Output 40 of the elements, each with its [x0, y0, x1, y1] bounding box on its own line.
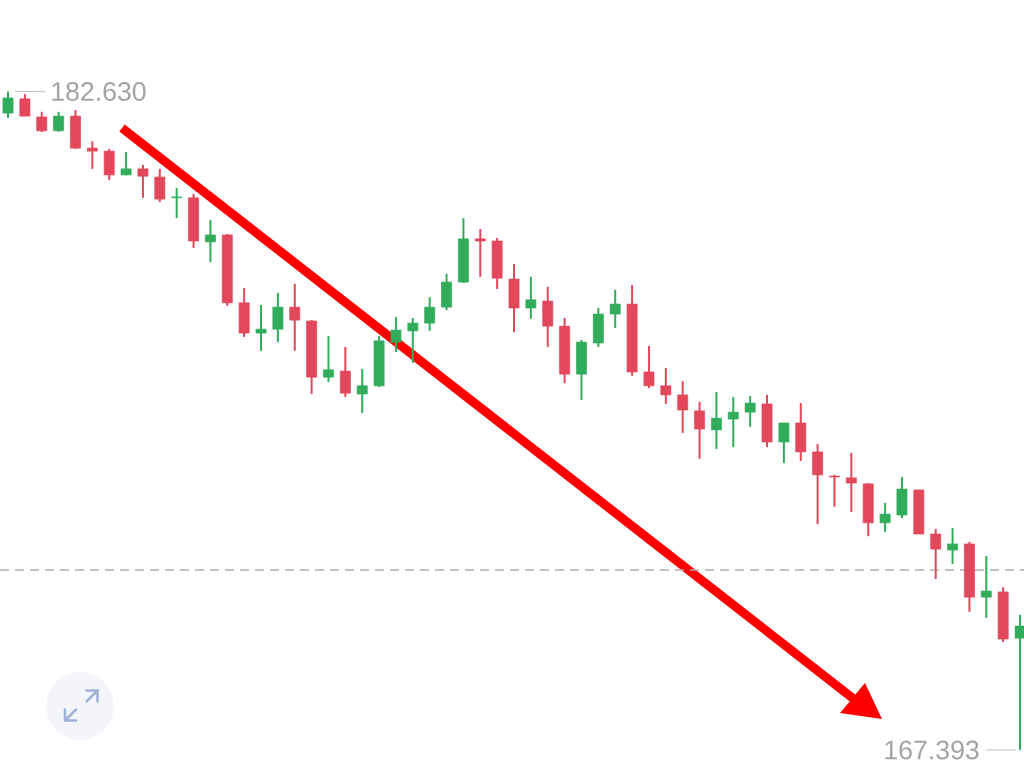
candlestick	[407, 316, 419, 364]
candlestick	[154, 167, 166, 204]
candlestick	[879, 501, 891, 533]
candlestick	[727, 396, 739, 449]
candlestick	[272, 291, 284, 344]
candlestick	[53, 110, 65, 133]
candlestick	[205, 218, 216, 264]
candlestick	[289, 282, 301, 352]
candlestick	[19, 93, 31, 118]
candlestick	[643, 345, 655, 389]
candlestick	[103, 147, 115, 182]
candlestick	[424, 296, 436, 332]
candlestick	[829, 473, 840, 508]
candlestick	[356, 367, 368, 415]
candlestick	[609, 288, 621, 329]
candlestick	[390, 316, 402, 354]
candlestick	[323, 335, 334, 383]
candlestick	[36, 110, 48, 134]
candlestick	[2, 90, 14, 119]
candlestick	[137, 163, 149, 199]
candlestick	[980, 555, 992, 619]
candlestick	[339, 345, 351, 399]
candlestick	[744, 395, 756, 428]
annotation: 167.393	[885, 740, 979, 760]
candlestick	[660, 367, 672, 405]
candlestick	[947, 526, 958, 565]
candlestick	[677, 380, 689, 434]
candlestick	[525, 275, 537, 320]
candlestick	[694, 400, 705, 460]
candlestick	[86, 140, 98, 170]
candlestick	[845, 451, 857, 513]
candlestick	[120, 150, 132, 177]
candlestick	[255, 303, 267, 352]
candlestick	[778, 421, 790, 465]
candlestick	[711, 390, 722, 450]
candlestick	[930, 527, 942, 580]
candlestick	[171, 186, 183, 220]
candlestick	[812, 443, 824, 526]
candlestick	[474, 227, 486, 278]
annotation: 182.630	[52, 82, 146, 101]
